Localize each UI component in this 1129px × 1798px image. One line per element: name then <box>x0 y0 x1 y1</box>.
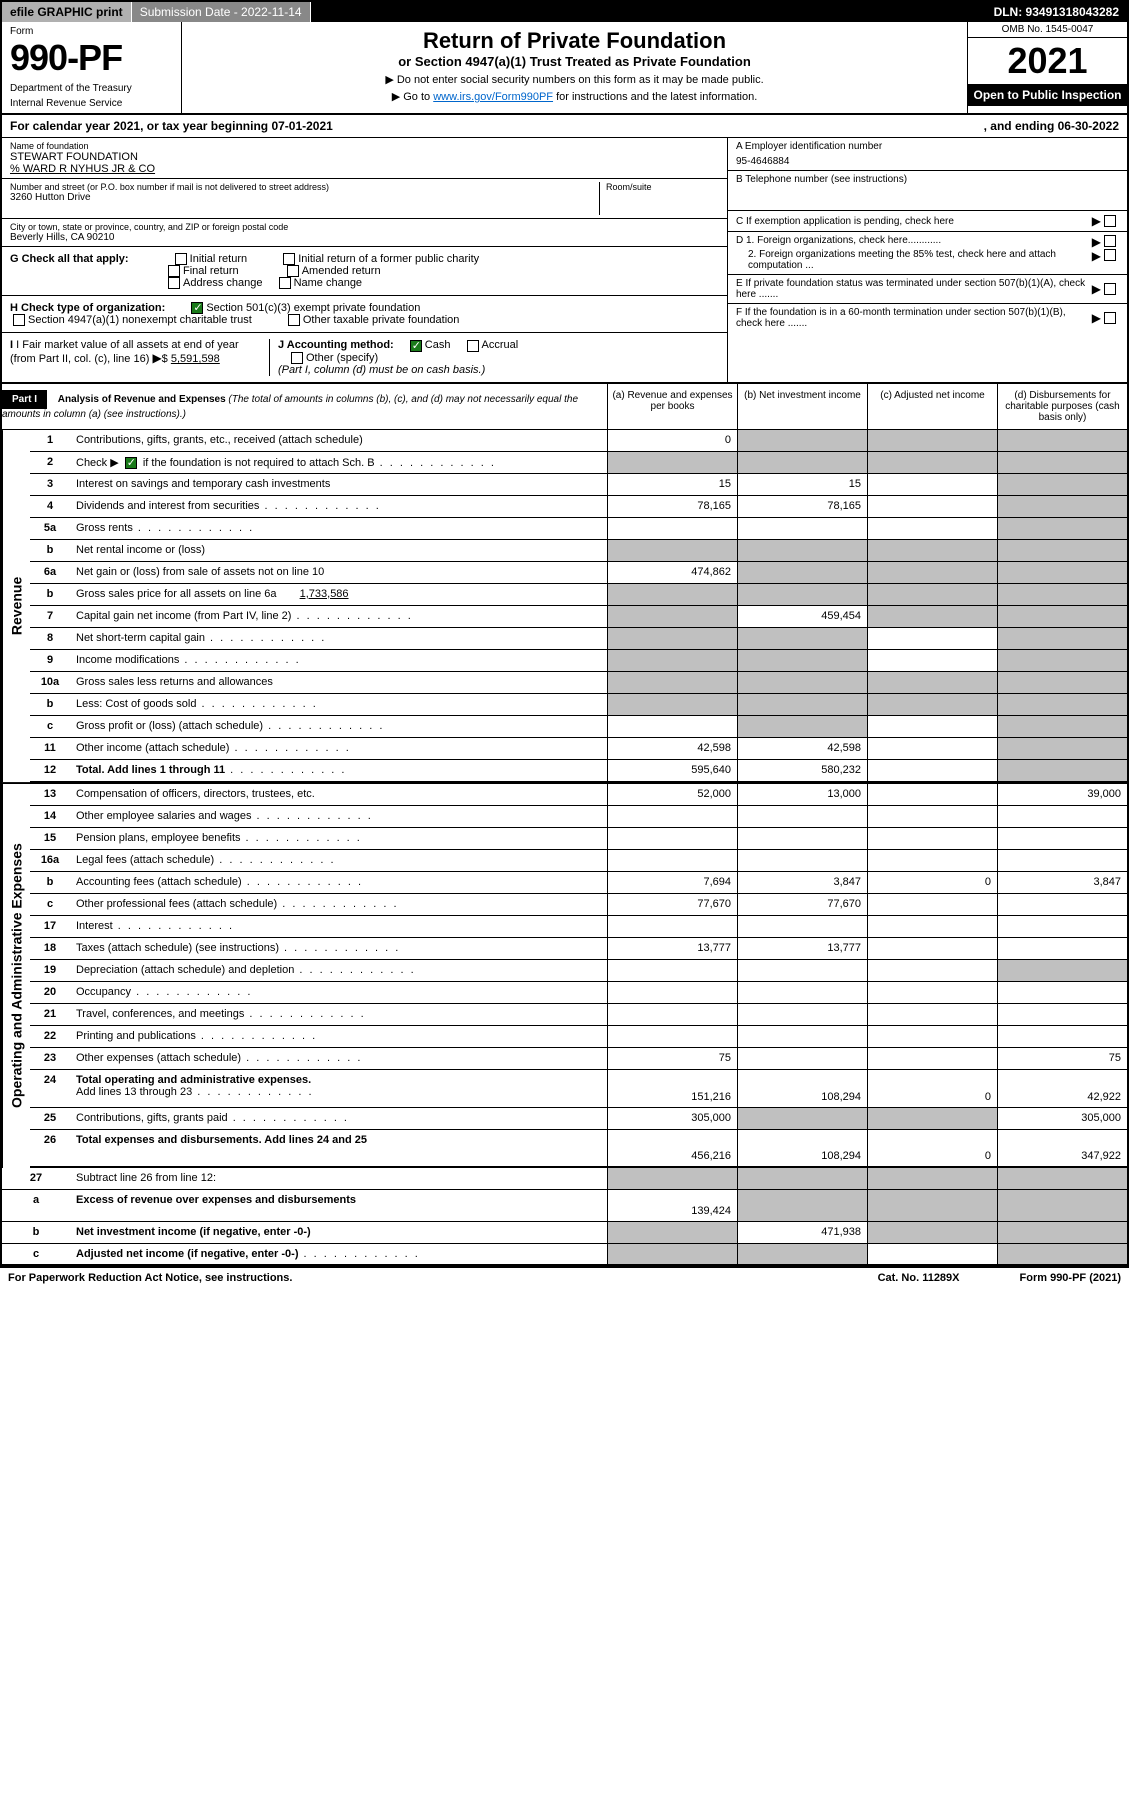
revenue-section: Revenue 1Contributions, gifts, grants, e… <box>2 430 1127 782</box>
tax-year: 2021 <box>968 38 1127 84</box>
irs-label: Internal Revenue Service <box>10 98 173 109</box>
note-ssn: ▶ Do not enter social security numbers o… <box>188 73 961 86</box>
dln: DLN: 93491318043282 <box>986 2 1127 22</box>
revenue-sidelabel: Revenue <box>2 430 30 782</box>
fmv-value: 5,591,598 <box>171 353 220 365</box>
e-cell: E If private foundation status was termi… <box>728 275 1127 304</box>
d-cell: D 1. Foreign organizations, check here..… <box>728 232 1127 275</box>
form990pf-link[interactable]: www.irs.gov/Form990PF <box>433 91 553 103</box>
amended-return-checkbox[interactable] <box>287 265 299 277</box>
care-of: % WARD R NYHUS JR & CO <box>10 163 719 175</box>
ein-cell: A Employer identification number 95-4646… <box>728 138 1127 171</box>
form-subtitle: or Section 4947(a)(1) Trust Treated as P… <box>188 54 961 69</box>
phone-cell: B Telephone number (see instructions) <box>728 171 1127 211</box>
g-check-row: G Check all that apply: Initial return I… <box>2 247 727 296</box>
city-state-zip: Beverly Hills, CA 90210 <box>10 232 719 243</box>
room-suite-label: Room/suite <box>606 182 719 192</box>
accrual-checkbox[interactable] <box>467 340 479 352</box>
city-cell: City or town, state or province, country… <box>2 219 727 247</box>
cal-year-end: , and ending 06-30-2022 <box>984 119 1119 133</box>
top-bar: efile GRAPHIC print Submission Date - 20… <box>2 2 1127 22</box>
initial-return-checkbox[interactable] <box>175 253 187 265</box>
cash-basis-note: (Part I, column (d) must be on cash basi… <box>278 364 485 376</box>
cal-year-begin: For calendar year 2021, or tax year begi… <box>10 119 333 133</box>
part1-label: Part I <box>2 390 47 409</box>
f-checkbox[interactable] <box>1104 312 1116 324</box>
foundation-name-cell: Name of foundation STEWART FOUNDATION % … <box>2 138 727 179</box>
line27-section: 27Subtract line 26 from line 12: aExcess… <box>2 1168 1127 1266</box>
note-goto: ▶ Go to www.irs.gov/Form990PF for instru… <box>188 90 961 103</box>
ein-value: 95-4646884 <box>736 152 1119 167</box>
address-change-checkbox[interactable] <box>168 277 180 289</box>
schb-checkbox[interactable] <box>125 457 137 469</box>
initial-former-checkbox[interactable] <box>283 253 295 265</box>
form-number: 990-PF <box>10 37 173 79</box>
inspection-label: Open to Public Inspection <box>968 84 1127 106</box>
foundation-name: STEWART FOUNDATION <box>10 151 719 163</box>
f-cell: F If the foundation is in a 60-month ter… <box>728 304 1127 332</box>
c-checkbox[interactable] <box>1104 215 1116 227</box>
cash-checkbox[interactable] <box>410 340 422 352</box>
4947-checkbox[interactable] <box>13 314 25 326</box>
info-left: Name of foundation STEWART FOUNDATION % … <box>2 138 727 382</box>
name-change-checkbox[interactable] <box>279 277 291 289</box>
final-return-checkbox[interactable] <box>168 265 180 277</box>
dept-treasury: Department of the Treasury <box>10 83 173 94</box>
d1-checkbox[interactable] <box>1104 235 1116 247</box>
submission-date: Submission Date - 2022-11-14 <box>132 2 311 22</box>
501c3-checkbox[interactable] <box>191 302 203 314</box>
info-section: Name of foundation STEWART FOUNDATION % … <box>2 138 1127 384</box>
col-a-header: (a) Revenue and expenses per books <box>607 384 737 429</box>
efile-label[interactable]: efile GRAPHIC print <box>2 2 132 22</box>
c-cell: C If exemption application is pending, c… <box>728 211 1127 232</box>
cat-no: Cat. No. 11289X <box>878 1272 960 1284</box>
calendar-year-row: For calendar year 2021, or tax year begi… <box>2 115 1127 138</box>
header-right: OMB No. 1545-0047 2021 Open to Public In… <box>967 22 1127 113</box>
form-header: Form 990-PF Department of the Treasury I… <box>2 22 1127 115</box>
street-address: 3260 Hutton Drive <box>10 192 599 203</box>
expenses-sidelabel: Operating and Administrative Expenses <box>2 784 30 1168</box>
form-label: Form <box>10 26 173 37</box>
ij-row: I I Fair market value of all assets at e… <box>2 333 727 381</box>
info-right: A Employer identification number 95-4646… <box>727 138 1127 382</box>
other-taxable-checkbox[interactable] <box>288 314 300 326</box>
part1-title: Analysis of Revenue and Expenses <box>58 394 226 405</box>
e-checkbox[interactable] <box>1104 283 1116 295</box>
col-d-header: (d) Disbursements for charitable purpose… <box>997 384 1127 429</box>
expenses-section: Operating and Administrative Expenses 13… <box>2 782 1127 1168</box>
omb-number: OMB No. 1545-0047 <box>968 22 1127 38</box>
form-container: efile GRAPHIC print Submission Date - 20… <box>0 0 1129 1268</box>
page-footer: For Paperwork Reduction Act Notice, see … <box>0 1268 1129 1288</box>
col-c-header: (c) Adjusted net income <box>867 384 997 429</box>
header-center: Return of Private Foundation or Section … <box>182 22 967 113</box>
form-title: Return of Private Foundation <box>188 28 961 54</box>
d2-checkbox[interactable] <box>1104 249 1116 261</box>
col-b-header: (b) Net investment income <box>737 384 867 429</box>
h-check-row: H Check type of organization: Section 50… <box>2 296 727 333</box>
header-left: Form 990-PF Department of the Treasury I… <box>2 22 182 113</box>
other-method-checkbox[interactable] <box>291 352 303 364</box>
form-ref: Form 990-PF (2021) <box>1020 1272 1121 1284</box>
paperwork-notice: For Paperwork Reduction Act Notice, see … <box>8 1272 292 1284</box>
part1-header-row: Part I Analysis of Revenue and Expenses … <box>2 384 1127 430</box>
address-cell: Number and street (or P.O. box number if… <box>2 179 727 219</box>
